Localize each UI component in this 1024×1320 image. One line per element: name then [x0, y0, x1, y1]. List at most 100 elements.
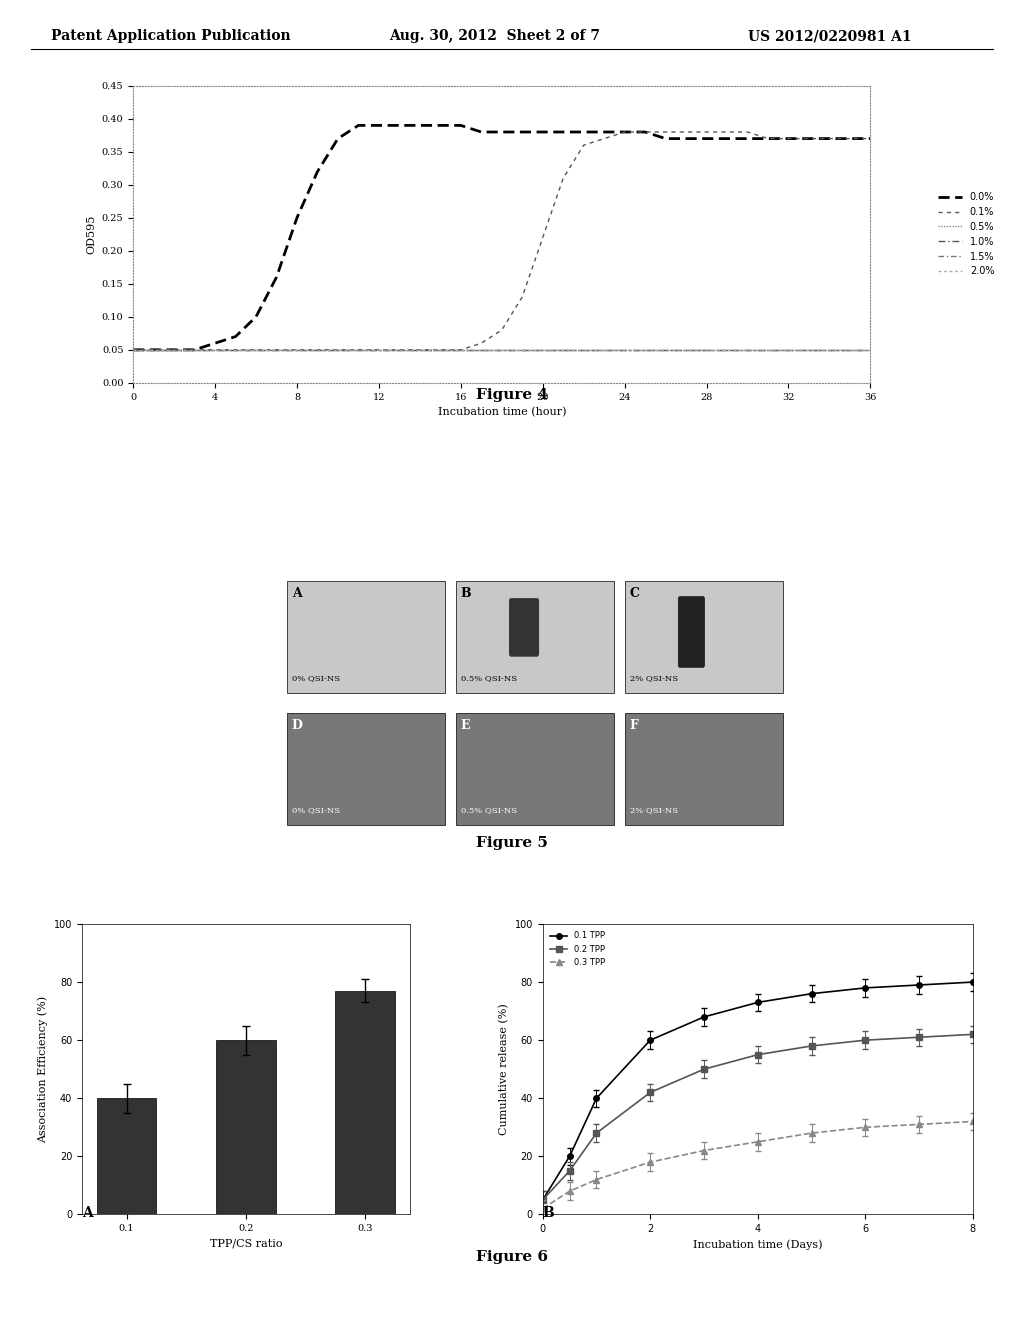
Text: Aug. 30, 2012  Sheet 2 of 7: Aug. 30, 2012 Sheet 2 of 7 [389, 29, 600, 44]
1.5% [147, 342, 160, 358]
0.1 TPP [913, 977, 926, 993]
Text: 2% QSI-NS: 2% QSI-NS [630, 675, 678, 682]
2.0% [864, 342, 877, 358]
0.5% [291, 342, 303, 358]
0.0% [229, 329, 242, 345]
0.1% [127, 342, 139, 358]
0.0% [250, 309, 262, 325]
0.5% [311, 342, 324, 358]
0.1% [844, 131, 856, 147]
0.5% [618, 342, 631, 358]
1.5% [168, 342, 180, 358]
0.2 TPP [698, 1061, 711, 1077]
0.1% [639, 124, 651, 140]
1.5% [598, 342, 610, 358]
0.5% [373, 342, 385, 358]
0.5% [250, 342, 262, 358]
0.1 TPP [563, 1148, 575, 1164]
0.0% [373, 117, 385, 133]
0.2 TPP [590, 1125, 602, 1140]
1.0% [680, 342, 692, 358]
0.3 TPP [752, 1134, 764, 1150]
1.0% [721, 342, 733, 358]
0.0% [291, 210, 303, 226]
0.5% [434, 342, 446, 358]
2.0% [291, 342, 303, 358]
1.5% [475, 342, 487, 358]
1.5% [782, 342, 795, 358]
0.5% [537, 342, 549, 358]
0.1% [229, 342, 242, 358]
0.5% [578, 342, 590, 358]
2.0% [659, 342, 672, 358]
2.0% [516, 342, 528, 358]
0.5% [455, 342, 467, 358]
0.1% [823, 131, 836, 147]
0.0% [721, 131, 733, 147]
0.5% [475, 342, 487, 358]
1.5% [352, 342, 365, 358]
1.0% [414, 342, 426, 358]
0.0% [823, 131, 836, 147]
1.0% [659, 342, 672, 358]
1.0% [434, 342, 446, 358]
0.1 TPP [752, 994, 764, 1010]
0.0% [393, 117, 406, 133]
0.5% [557, 342, 569, 358]
0.0% [168, 342, 180, 358]
1.0% [741, 342, 754, 358]
1.0% [209, 342, 221, 358]
0.1 TPP [537, 1192, 549, 1208]
0.0% [209, 335, 221, 351]
Y-axis label: OD595: OD595 [86, 215, 96, 253]
2.0% [188, 342, 201, 358]
0.1% [864, 131, 877, 147]
Line: 0.3 TPP: 0.3 TPP [540, 1118, 976, 1212]
0.2 TPP [563, 1163, 575, 1179]
0.5% [782, 342, 795, 358]
0.0% [188, 342, 201, 358]
0.0% [741, 131, 754, 147]
2.0% [270, 342, 283, 358]
2.0% [700, 342, 713, 358]
0.5% [352, 342, 365, 358]
0.1% [188, 342, 201, 358]
1.0% [352, 342, 365, 358]
2.0% [537, 342, 549, 358]
0.1% [270, 342, 283, 358]
Line: 0.1%: 0.1% [133, 132, 870, 350]
0.5% [209, 342, 221, 358]
2.0% [557, 342, 569, 358]
0.5% [598, 342, 610, 358]
1.5% [209, 342, 221, 358]
1.5% [864, 342, 877, 358]
0.1% [516, 289, 528, 305]
0.5% [270, 342, 283, 358]
0.5% [741, 342, 754, 358]
0.1% [803, 131, 815, 147]
Text: 0% QSI-NS: 0% QSI-NS [292, 807, 340, 814]
0.0% [618, 124, 631, 140]
2.0% [332, 342, 344, 358]
0.1% [578, 137, 590, 153]
0.1% [291, 342, 303, 358]
1.5% [311, 342, 324, 358]
X-axis label: TPP/CS ratio: TPP/CS ratio [210, 1238, 282, 1249]
2.0% [680, 342, 692, 358]
0.5% [639, 342, 651, 358]
0.2 TPP [752, 1047, 764, 1063]
0.1% [393, 342, 406, 358]
1.0% [537, 342, 549, 358]
2.0% [782, 342, 795, 358]
1.0% [250, 342, 262, 358]
0.1 TPP [805, 986, 817, 1002]
1.5% [537, 342, 549, 358]
1.0% [803, 342, 815, 358]
0.1% [332, 342, 344, 358]
2.0% [250, 342, 262, 358]
0.5% [659, 342, 672, 358]
0.0% [127, 342, 139, 358]
0.3 TPP [859, 1119, 871, 1135]
0.0% [496, 124, 508, 140]
1.5% [455, 342, 467, 358]
